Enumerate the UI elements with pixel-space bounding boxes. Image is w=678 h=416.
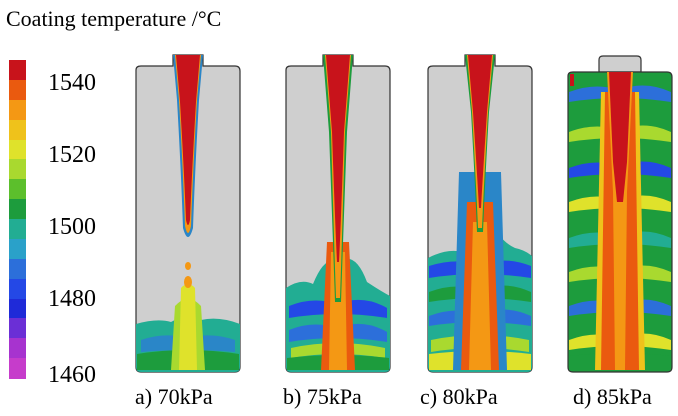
figure-title: Coating temperature /°C — [6, 6, 222, 31]
colorbar-tick-1480: 1480 — [48, 286, 96, 312]
colorbar-segment — [9, 278, 26, 299]
colorbar-segment — [9, 60, 26, 81]
temperature-map-70kpa — [135, 54, 241, 373]
temperature-map-75kpa — [285, 54, 391, 373]
caption-75kpa: b) 75kPa — [283, 384, 362, 409]
colorbar-tick-1540: 1540 — [48, 70, 96, 96]
colorbar-tick-1520: 1520 — [48, 142, 96, 168]
colorbar-segment — [9, 79, 26, 101]
caption-85kpa: d) 85kPa — [573, 384, 652, 409]
temperature-map-80kpa — [427, 54, 533, 373]
colorbar-segment — [9, 358, 26, 379]
colorbar-tick-1500: 1500 — [48, 214, 96, 240]
temperature-map-85kpa — [567, 55, 673, 373]
colorbar-tick-1460: 1460 — [48, 362, 96, 388]
colorbar-segment — [9, 159, 26, 180]
colorbar-segment — [9, 338, 26, 359]
colorbar-segment — [9, 179, 26, 200]
colorbar-segment — [9, 238, 26, 260]
colorbar-segment — [9, 119, 26, 140]
colorbar — [9, 60, 26, 379]
colorbar-segment — [9, 298, 26, 319]
colorbar-segment — [9, 199, 26, 220]
colorbar-segment — [9, 139, 26, 160]
colorbar-segment — [9, 219, 26, 240]
caption-80kpa: c) 80kPa — [420, 384, 498, 409]
colorbar-segment — [9, 99, 26, 121]
colorbar-segment — [9, 318, 26, 339]
colorbar-segment — [9, 258, 26, 280]
caption-70kpa: a) 70kPa — [135, 384, 213, 409]
